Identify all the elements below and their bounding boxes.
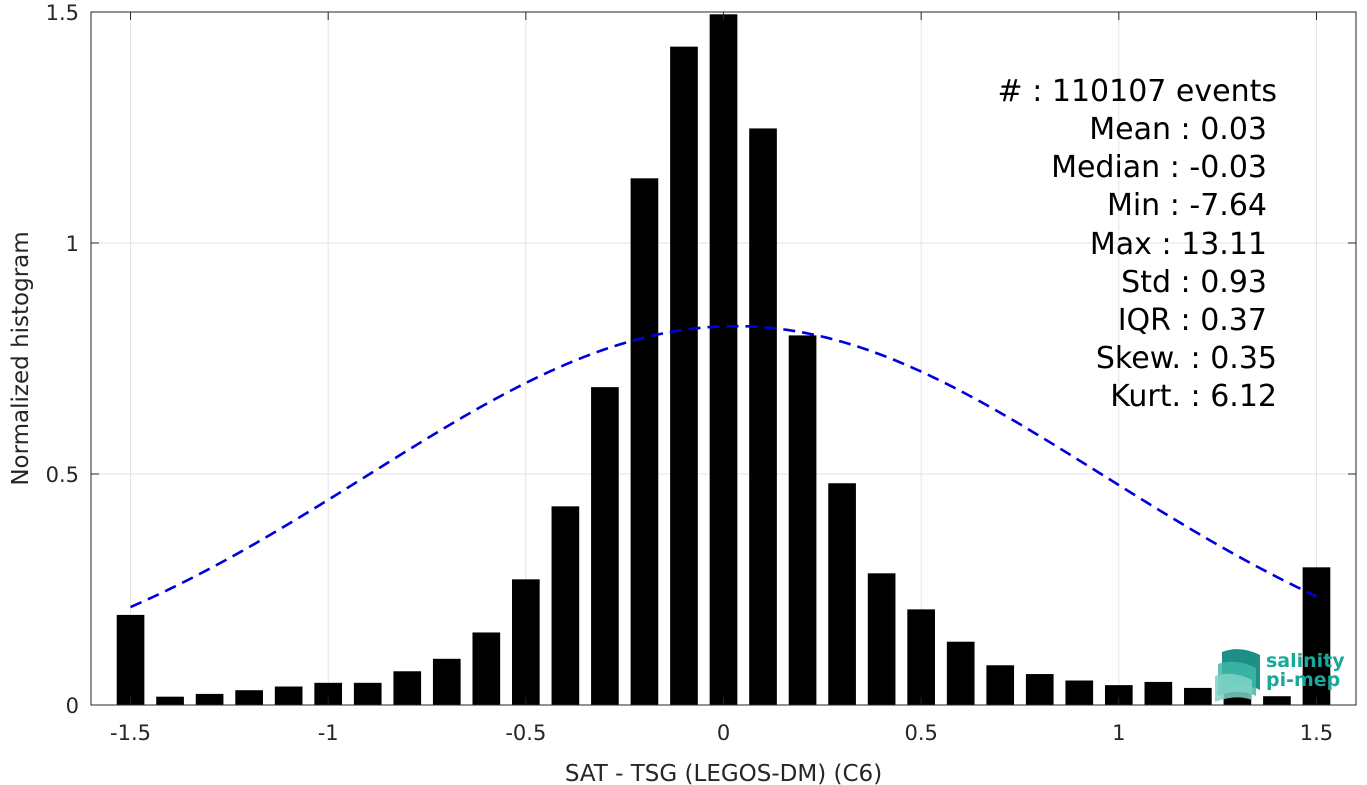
axis-ticks [91, 11, 1356, 706]
bar-17 [788, 335, 817, 705]
bar-29 [1263, 696, 1291, 705]
logo-text-pimep: pi-mep [1266, 669, 1340, 691]
bar-9 [472, 632, 501, 705]
x-tick-label-5: 1 [1112, 721, 1125, 745]
bar-27 [1184, 687, 1212, 705]
bar-12 [591, 387, 619, 705]
bar-2 [195, 693, 224, 705]
x-axis-label: SAT - TSG (LEGOS-DM) (C6) [565, 761, 882, 785]
bar-3 [235, 690, 263, 705]
bar-4 [274, 686, 303, 705]
x-tick-label-0: -1.5 [110, 721, 151, 745]
bar-25 [1104, 685, 1133, 705]
wave-icon [1215, 649, 1260, 702]
y-tick-label-1: 0.5 [46, 463, 79, 487]
bar-30 [1302, 567, 1331, 705]
bar-16 [749, 128, 777, 705]
x-tick-labels: -1.5 -1 -0.5 0 0.5 1 1.5 [110, 721, 1333, 745]
stat-std: Std : 0.93 [1121, 265, 1267, 300]
logo-text-salinity: salinity [1266, 650, 1345, 672]
x-tick-label-6: 1.5 [1300, 721, 1333, 745]
salinity-pimep-logo: salinity pi-mep [1215, 649, 1345, 702]
stat-kurt: Kurt. : 6.12 [1110, 379, 1277, 414]
stat-median: Median : -0.03 [1051, 150, 1267, 185]
bar-24 [1065, 680, 1094, 705]
bar-20 [907, 609, 935, 705]
bar-11 [551, 506, 580, 705]
gaussian-fit-curve [130, 324, 1318, 609]
bar-14 [670, 46, 698, 705]
statistics-annotation: # : 110107 events Mean : 0.03 Median : -… [998, 74, 1277, 414]
bar-0 [116, 614, 145, 705]
bar-18 [828, 483, 856, 705]
stat-mean: Mean : 0.03 [1089, 112, 1267, 147]
y-tick-labels: 0 0.5 1 1.5 [46, 1, 79, 718]
bar-15 [709, 14, 738, 706]
y-tick-label-2: 1 [66, 232, 79, 256]
bar-23 [1025, 674, 1054, 705]
stat-skew: Skew. : 0.35 [1096, 341, 1277, 376]
bar-1 [156, 696, 184, 705]
stat-iqr: IQR : 0.37 [1118, 303, 1267, 338]
bar-19 [867, 573, 896, 705]
bar-7 [393, 671, 422, 705]
bar-8 [432, 658, 461, 705]
bars [116, 14, 1331, 706]
x-tick-label-3: 0 [717, 721, 730, 745]
stat-min: Min : -7.64 [1107, 188, 1267, 223]
bar-13 [630, 178, 659, 705]
stat-max: Max : 13.11 [1090, 227, 1267, 262]
bar-26 [1144, 681, 1173, 705]
stat-events: # : 110107 events [998, 74, 1277, 109]
bar-22 [986, 665, 1015, 705]
y-tick-label-0: 0 [66, 694, 79, 718]
x-tick-label-1: -1 [318, 721, 339, 745]
x-tick-label-4: 0.5 [904, 721, 937, 745]
bar-21 [946, 641, 975, 705]
x-tick-label-2: -0.5 [505, 721, 546, 745]
bar-10 [512, 579, 540, 705]
bar-5 [314, 682, 343, 705]
y-tick-label-3: 1.5 [46, 1, 79, 25]
bar-6 [353, 682, 382, 705]
y-axis-label: Normalized histogram [8, 231, 34, 485]
